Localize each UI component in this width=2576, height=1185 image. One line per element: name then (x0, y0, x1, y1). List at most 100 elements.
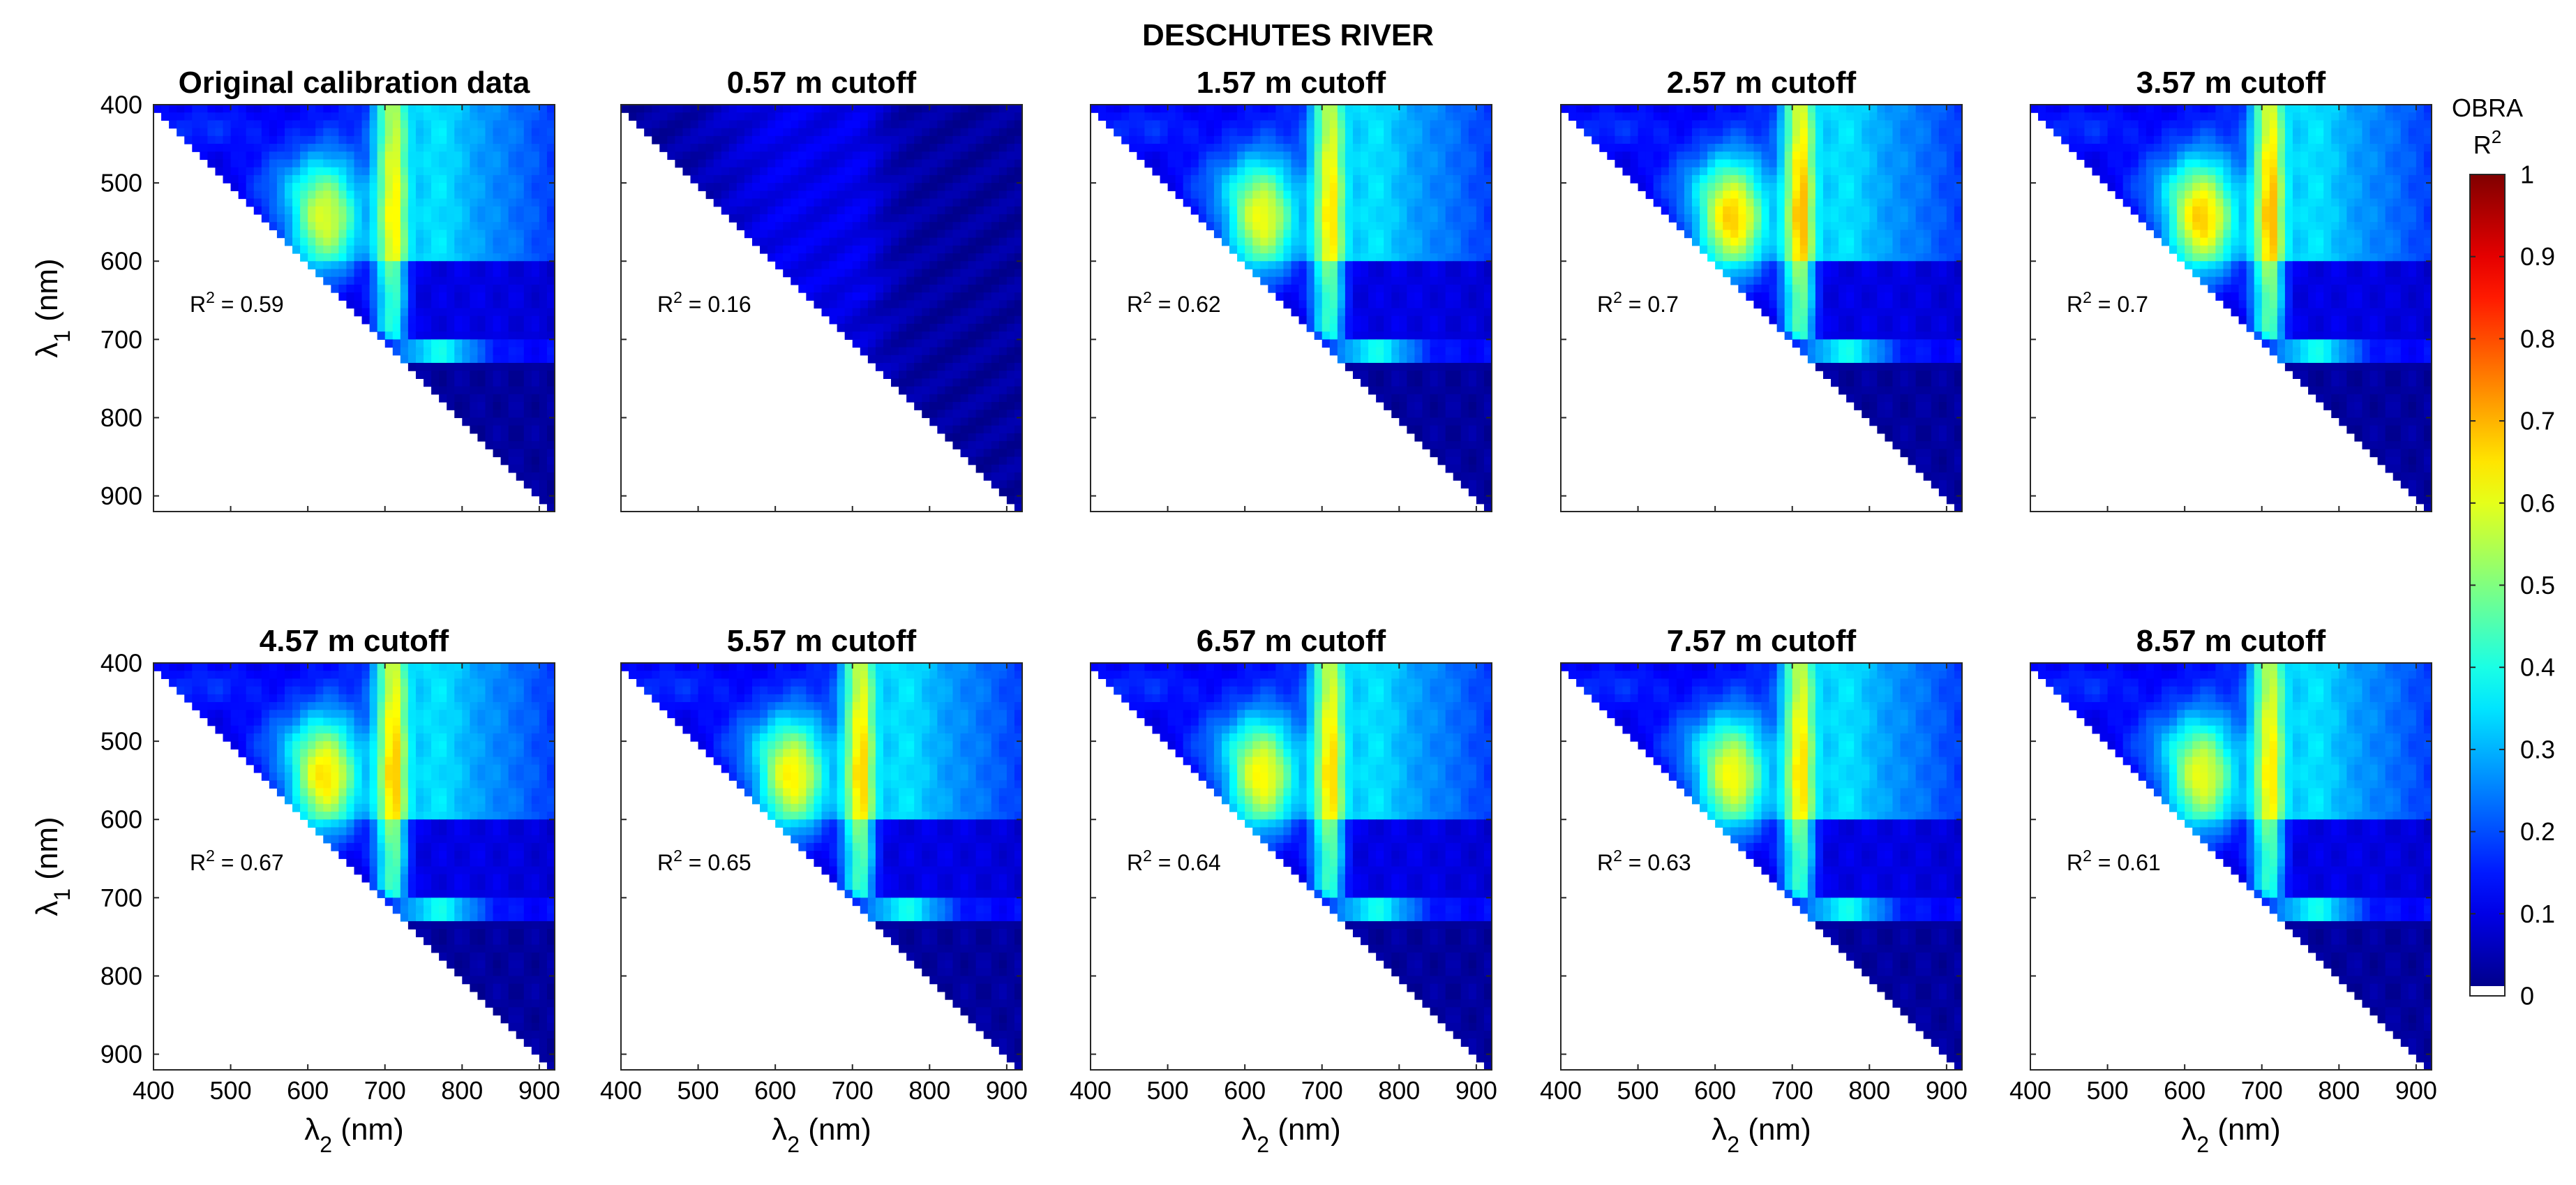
heatmap-cell (500, 308, 509, 317)
heatmap-cell (1723, 120, 1731, 129)
heatmap-cell (937, 300, 946, 309)
heatmap-cell (991, 323, 1000, 332)
heatmap-cell (1807, 183, 1816, 191)
heatmap-cell (447, 198, 455, 207)
heatmap-cell (991, 284, 1000, 293)
heatmap-cell (922, 253, 930, 262)
heatmap-cell (470, 331, 479, 340)
heatmap-cell (1954, 105, 1963, 113)
heatmap-cell (500, 206, 509, 215)
heatmap-cell (1645, 128, 1654, 137)
heatmap-cell (775, 261, 784, 270)
heatmap-cell (929, 284, 938, 293)
heatmap-cell (922, 128, 930, 137)
heatmap-cell (392, 206, 401, 215)
heatmap-cell (1275, 151, 1285, 161)
heatmap-cell (546, 276, 555, 285)
heatmap-cell (760, 120, 768, 129)
heatmap-cell (998, 488, 1008, 497)
heatmap-cell (1445, 183, 1454, 191)
heatmap-cell (1807, 120, 1816, 129)
heatmap-cell (269, 198, 278, 207)
heatmap-cell (261, 191, 270, 200)
heatmap-cell (392, 183, 401, 191)
heatmap-cell (392, 276, 401, 285)
heatmap-cell (400, 144, 409, 152)
heatmap-cell (1715, 191, 1723, 200)
heatmap-cell (516, 331, 525, 340)
heatmap-cell (1445, 230, 1454, 239)
heatmap-cell (1399, 331, 1407, 340)
heatmap-cell (775, 151, 784, 161)
heatmap-cell (713, 128, 722, 137)
heatmap-cell (760, 174, 768, 184)
heatmap-cell (899, 386, 907, 395)
heatmap-cell (937, 315, 946, 325)
heatmap-cell (531, 284, 540, 293)
heatmap-cell (531, 417, 540, 426)
heatmap-cell (1622, 135, 1631, 144)
heatmap-cell (1892, 191, 1901, 200)
heatmap-cell (1653, 174, 1662, 184)
heatmap-cell (470, 308, 479, 317)
heatmap-cell (508, 120, 517, 129)
heatmap-cell (929, 105, 938, 113)
heatmap-cell (991, 331, 1000, 340)
heatmap-cell (1352, 191, 1361, 200)
heatmap-cell (1306, 112, 1315, 121)
heatmap-cell (284, 112, 293, 121)
heatmap-cell (937, 269, 946, 278)
heatmap-cell (1183, 191, 1192, 200)
heatmap-cell (991, 394, 1000, 403)
heatmap-cell (447, 222, 455, 230)
heatmap-cell (1283, 292, 1292, 301)
heatmap-cell (883, 253, 892, 262)
heatmap-cell (914, 112, 922, 121)
heatmap-cell (1437, 410, 1446, 419)
heatmap-cell (1329, 245, 1338, 254)
heatmap-cell (998, 284, 1008, 293)
heatmap-cell (508, 464, 517, 473)
heatmap-cell (531, 183, 540, 191)
heatmap-cell (315, 230, 324, 239)
heatmap-cell (991, 151, 1000, 161)
heatmap-cell (1599, 128, 1608, 137)
panel-title: 0.57 m cutoff (727, 66, 917, 100)
heatmap-cell (253, 183, 262, 191)
heatmap-cell (1337, 183, 1346, 191)
heatmap-cell (508, 284, 517, 293)
heatmap-cell (929, 402, 938, 410)
heatmap-cell (899, 339, 907, 348)
heatmap-cell (975, 300, 984, 309)
heatmap-cell (1213, 151, 1222, 161)
heatmap-cell (937, 191, 946, 200)
heatmap-cell (462, 378, 470, 387)
heatmap-cell (1422, 253, 1431, 262)
heatmap-cell (1792, 214, 1801, 223)
heatmap-cell (852, 323, 861, 332)
heatmap-cell (223, 159, 232, 168)
heatmap-cell (937, 425, 946, 434)
heatmap-cell (783, 112, 791, 121)
heatmap-cell (728, 167, 737, 176)
heatmap-cell (354, 292, 363, 301)
heatmap-cell (1437, 214, 1446, 223)
heatmap-cell (1483, 191, 1492, 200)
heatmap-cell (960, 394, 969, 403)
heatmap-cell (806, 167, 815, 176)
heatmap-cell (447, 253, 455, 262)
heatmap-cell (929, 198, 938, 207)
heatmap-cell (361, 135, 370, 144)
heatmap-cell (431, 159, 440, 168)
heatmap-cell (407, 323, 417, 332)
heatmap-cell (1691, 159, 1700, 168)
heatmap-cell (1213, 128, 1222, 137)
heatmap-cell (230, 120, 239, 129)
heatmap-cell (1306, 183, 1315, 191)
heatmap-cell (1784, 128, 1793, 137)
heatmap-cell (1014, 269, 1023, 278)
heatmap-cell (1676, 214, 1685, 223)
heatmap-cell (546, 112, 555, 121)
heatmap-cell (415, 112, 424, 121)
heatmap-cell (1877, 167, 1886, 176)
